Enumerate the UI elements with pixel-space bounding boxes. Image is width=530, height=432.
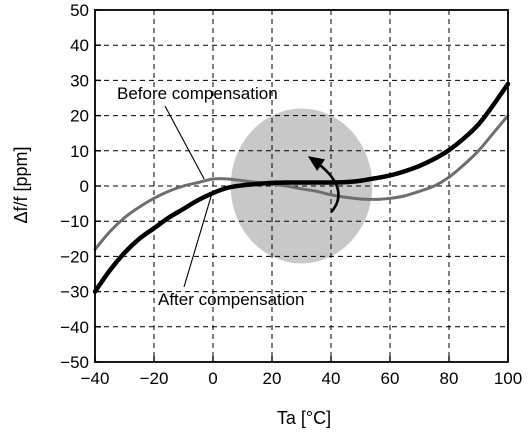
- x-tick-labels: −40 −20 0 20 40 60 80 100: [81, 369, 523, 388]
- y-tick-label: 30: [70, 71, 89, 90]
- x-tick-label: 80: [440, 369, 459, 388]
- y-tick-label: −30: [60, 283, 89, 302]
- annotation-before-compensation: Before compensation: [117, 84, 278, 103]
- grid: [95, 10, 508, 362]
- x-tick-label: −20: [140, 369, 169, 388]
- highlight-ellipse: [230, 108, 373, 264]
- y-tick-label: −20: [60, 247, 89, 266]
- x-tick-label: −40: [81, 369, 110, 388]
- x-tick-label: 100: [494, 369, 522, 388]
- highlight-layer: [230, 108, 373, 264]
- x-tick-label: 0: [208, 369, 217, 388]
- y-tick-label: 50: [70, 1, 89, 20]
- series-line-after-compensation: [92, 81, 511, 294]
- rotation-arrow: [307, 156, 340, 214]
- series-line-before-compensation: [93, 114, 510, 251]
- series-layer: [92, 81, 511, 294]
- rotation-arrow-head: [307, 156, 326, 171]
- y-tick-label: 10: [70, 142, 89, 161]
- y-tick-labels: −50 −40 −30 −20 −10 0 10 20 30 40 50: [60, 1, 89, 372]
- y-tick-label: 0: [80, 177, 89, 196]
- annotation-after-compensation: After compensation: [158, 290, 304, 309]
- x-tick-label: 40: [322, 369, 341, 388]
- annotation-leader-before: [164, 105, 205, 180]
- tick-marks: [94, 9, 509, 363]
- y-tick-label: 40: [70, 36, 89, 55]
- annotation-leader-after: [183, 194, 213, 288]
- y-tick-label: −40: [60, 318, 89, 337]
- y-tick-label: −10: [60, 212, 89, 231]
- y-axis-label: Δf/f [ppm]: [11, 146, 31, 223]
- x-axis-label: Ta [°C]: [277, 408, 331, 428]
- annotations: Before compensation After compensation: [117, 84, 304, 309]
- y-tick-label: 20: [70, 107, 89, 126]
- x-tick-label: 20: [263, 369, 282, 388]
- x-tick-label: 60: [381, 369, 400, 388]
- y-tick-label: −50: [60, 353, 89, 372]
